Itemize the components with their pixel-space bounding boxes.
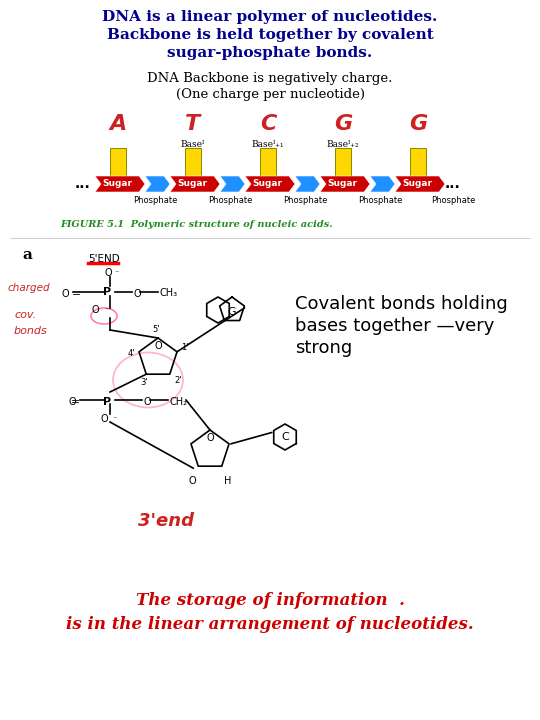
- Text: O: O: [133, 289, 140, 299]
- Text: ⁻: ⁻: [104, 305, 109, 314]
- Text: Phosphate: Phosphate: [283, 196, 327, 205]
- Text: Baseᴵ₊₁: Baseᴵ₊₁: [252, 140, 284, 149]
- Text: Backbone is held together by covalent: Backbone is held together by covalent: [106, 28, 434, 42]
- Text: Sugar: Sugar: [327, 179, 357, 189]
- Text: O: O: [61, 289, 69, 299]
- Text: (One charge per nucleotide): (One charge per nucleotide): [176, 88, 364, 101]
- Text: Phosphate: Phosphate: [133, 196, 177, 205]
- Text: ⁻: ⁻: [114, 268, 118, 277]
- Text: Sugar: Sugar: [178, 179, 207, 189]
- Text: P: P: [103, 287, 111, 297]
- Text: O: O: [143, 397, 151, 407]
- Polygon shape: [245, 176, 295, 192]
- Text: O: O: [68, 397, 76, 407]
- Text: O: O: [188, 476, 196, 486]
- Text: P: P: [103, 397, 111, 407]
- Polygon shape: [295, 176, 320, 192]
- Text: a: a: [22, 248, 32, 262]
- Text: Sugar: Sugar: [253, 179, 282, 189]
- Text: bases together —very: bases together —very: [295, 317, 495, 335]
- Bar: [185, 148, 201, 176]
- Text: C: C: [260, 114, 276, 134]
- Text: ...: ...: [445, 177, 461, 191]
- Bar: [110, 148, 126, 176]
- Text: Sugar: Sugar: [103, 179, 132, 189]
- Polygon shape: [395, 176, 445, 192]
- Polygon shape: [145, 176, 170, 192]
- Text: O: O: [100, 414, 108, 424]
- Text: 2': 2': [174, 376, 181, 384]
- Text: ⁻: ⁻: [112, 414, 117, 423]
- Text: Baseᴵ₊₂: Baseᴵ₊₂: [327, 140, 359, 149]
- Text: 4': 4': [127, 349, 134, 359]
- Text: T: T: [185, 114, 200, 134]
- Text: O: O: [154, 341, 162, 351]
- Text: O: O: [91, 305, 99, 315]
- Text: ...: ...: [74, 177, 90, 191]
- Bar: [335, 148, 351, 176]
- Text: 5': 5': [152, 325, 160, 335]
- Text: 3': 3': [140, 378, 148, 387]
- Text: G: G: [409, 114, 427, 134]
- Text: Sugar: Sugar: [402, 179, 433, 189]
- Text: CH₂: CH₂: [169, 397, 187, 407]
- Text: G: G: [334, 114, 352, 134]
- Polygon shape: [170, 176, 220, 192]
- Text: bonds: bonds: [14, 326, 48, 336]
- Polygon shape: [320, 176, 370, 192]
- Text: DNA Backbone is negatively charge.: DNA Backbone is negatively charge.: [147, 72, 393, 85]
- Polygon shape: [220, 176, 245, 192]
- Text: cov.: cov.: [14, 310, 36, 320]
- Text: Phosphate: Phosphate: [358, 196, 402, 205]
- Text: Baseᴵ: Baseᴵ: [181, 140, 205, 149]
- Text: 3'end: 3'end: [138, 512, 194, 530]
- Text: strong: strong: [295, 339, 352, 357]
- Text: O: O: [206, 433, 214, 443]
- Text: FIGURE 5.1  Polymeric structure of nucleic acids.: FIGURE 5.1 Polymeric structure of nuclei…: [60, 220, 333, 229]
- Text: Phosphate: Phosphate: [208, 196, 252, 205]
- Text: DNA is a linear polymer of nucleotides.: DNA is a linear polymer of nucleotides.: [102, 10, 438, 24]
- Text: Covalent bonds holding: Covalent bonds holding: [295, 295, 508, 313]
- Text: The storage of information  .: The storage of information .: [136, 592, 404, 609]
- Text: C: C: [281, 432, 289, 442]
- Text: CH₃: CH₃: [159, 288, 177, 298]
- Text: H: H: [224, 476, 232, 486]
- Text: charged: charged: [8, 283, 51, 293]
- Text: sugar-phosphate bonds.: sugar-phosphate bonds.: [167, 46, 373, 60]
- Text: O: O: [104, 268, 112, 278]
- Text: G: G: [228, 307, 237, 317]
- Text: 1': 1': [181, 343, 189, 352]
- Polygon shape: [95, 176, 145, 192]
- Text: Phosphate: Phosphate: [431, 196, 475, 205]
- Bar: [260, 148, 276, 176]
- Bar: [410, 148, 426, 176]
- Polygon shape: [370, 176, 395, 192]
- Text: is in the linear arrangement of nucleotides.: is in the linear arrangement of nucleoti…: [66, 616, 474, 633]
- Text: 5'END: 5'END: [88, 254, 120, 264]
- Text: A: A: [110, 114, 126, 134]
